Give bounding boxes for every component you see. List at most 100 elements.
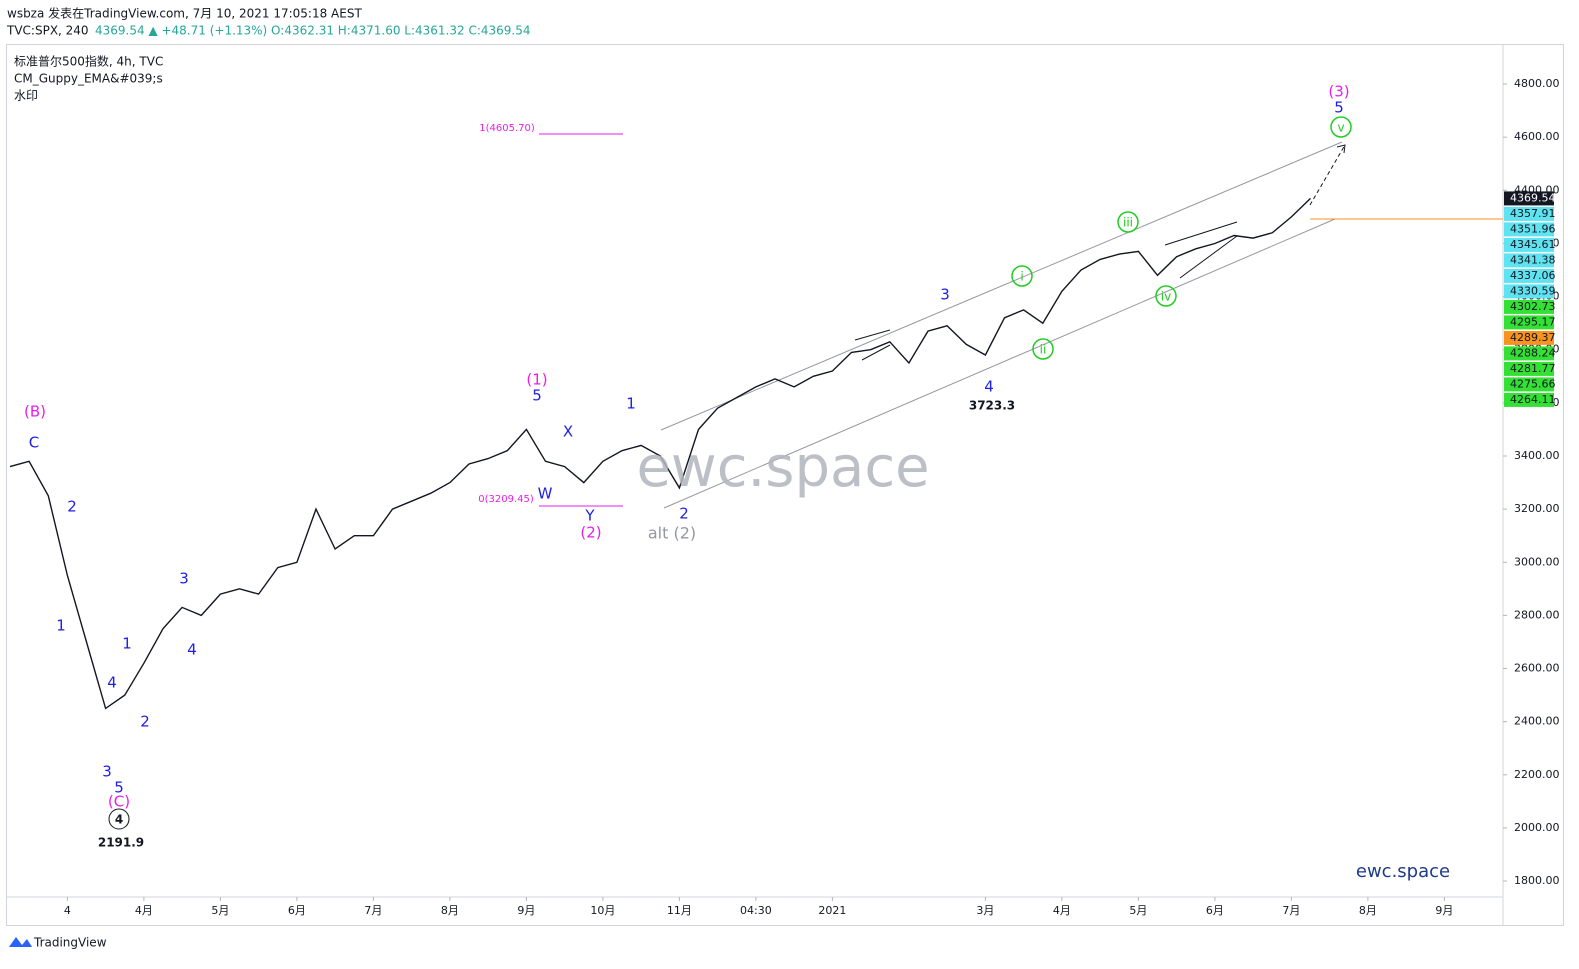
price-tag (1504, 237, 1554, 252)
annotation: 2 (140, 713, 150, 731)
price-tag-label: 4337.06 (1510, 269, 1556, 282)
wave-circle (1330, 116, 1352, 138)
annotation: (2) (580, 524, 601, 542)
price-line (9, 197, 1311, 710)
annotation: (3) (1328, 83, 1349, 101)
annotation: ii (1040, 343, 1047, 357)
annotation: 0(3209.45) (478, 494, 534, 505)
x-tick-label: 7月 (364, 904, 382, 917)
x-tick-label: 5月 (211, 904, 229, 917)
price-tag-label: 4288.24 (1510, 346, 1556, 359)
annotation: 1 (626, 395, 636, 413)
x-tick-label: 8月 (1359, 904, 1377, 917)
annotation: ewc.space (1356, 861, 1450, 882)
annotation: 4 (107, 674, 117, 692)
y-tick-label: 2000.00 (1514, 821, 1560, 834)
x-tick-label: 11月 (667, 904, 692, 917)
wave-circle (108, 808, 130, 830)
annotation: 1(4605.70) (479, 123, 535, 134)
annotation: ewc.space (636, 435, 929, 500)
wave-circle (1117, 211, 1139, 233)
price-tag-label: 4302.73 (1510, 300, 1556, 313)
x-tick-label: 3月 (976, 904, 994, 917)
price-tag-label: 4330.59 (1510, 284, 1556, 297)
annotation: Y (584, 507, 595, 525)
arrow-head (1336, 144, 1346, 154)
y-tick-label: 2600.00 (1514, 662, 1560, 675)
annotation: 5 (1334, 99, 1344, 117)
annotation: (B) (24, 403, 46, 421)
annotation: 3 (179, 570, 189, 588)
annotation: alt (2) (648, 524, 696, 543)
y-tick-label: 3200.00 (1514, 502, 1560, 515)
annotation: iii (1123, 216, 1133, 230)
annotation: 4 (187, 641, 197, 659)
symbol: TVC:SPX, 240 (6, 24, 89, 38)
price-tag-label: 4341.38 (1510, 253, 1556, 266)
y-tick-label: 4800.00 (1514, 77, 1560, 90)
annotation: 1 (56, 617, 66, 635)
price-tag (1504, 299, 1554, 314)
channel-lower (663, 218, 1336, 509)
price-tag (1504, 330, 1554, 345)
annotation: X (563, 423, 573, 441)
price-tag (1504, 206, 1554, 221)
brand: TradingView (33, 936, 107, 950)
price-tag-label: 4264.11 (1510, 393, 1556, 406)
price-tag-label: 4281.77 (1510, 362, 1556, 375)
annotation: 2191.9 (98, 836, 144, 850)
price-tag (1504, 191, 1554, 206)
channel-upper (660, 141, 1343, 431)
price-tag-label: 4357.91 (1510, 207, 1556, 220)
annotation: 1 (122, 635, 132, 653)
price-tag-label: 4275.66 (1510, 377, 1556, 390)
x-tick-label: 8月 (441, 904, 459, 917)
triangle (854, 329, 891, 361)
annotation: 4 (115, 813, 123, 827)
legend-item: 水印 (14, 89, 38, 103)
x-tick-label: 4 (64, 904, 71, 917)
annotation: i (1020, 270, 1023, 284)
annotation: 3 (940, 286, 950, 304)
price-tag (1504, 315, 1554, 330)
price-tag (1504, 253, 1554, 268)
annotation: 2 (67, 498, 77, 516)
price-tag-label: 4289.37 (1510, 331, 1556, 344)
annotation: 3 (102, 763, 112, 781)
y-tick-label: 2800.00 (1514, 608, 1560, 621)
y-tick-label: 2400.00 (1514, 715, 1560, 728)
x-tick-label: 7月 (1282, 904, 1300, 917)
legend-item: 标准普尔500指数, 4h, TVC (14, 54, 163, 69)
x-tick-label: 4月 (135, 904, 153, 917)
price-tag (1504, 361, 1554, 376)
annotation: (1) (526, 371, 547, 389)
price-tag (1504, 346, 1554, 361)
price-tag-label: 4369.54 (1510, 191, 1556, 204)
annotation: 5 (114, 779, 124, 797)
annotation: 5 (532, 387, 542, 405)
x-tick-label: 6月 (1206, 904, 1224, 917)
y-tick-label: 3400.00 (1514, 449, 1560, 462)
wave-circle (1011, 265, 1033, 287)
price-tag-label: 4295.17 (1510, 315, 1556, 328)
y-tick-label: 2200.00 (1514, 768, 1560, 781)
y-tick-label: 4600.00 (1514, 130, 1560, 143)
x-tick-label: 9月 (1435, 904, 1453, 917)
annotation: v (1337, 121, 1344, 135)
x-tick-label: 6月 (288, 904, 306, 917)
y-tick-label: 3000.00 (1514, 555, 1560, 568)
price-tag-label: 4351.96 (1510, 222, 1556, 235)
price-tag (1504, 392, 1554, 407)
x-tick-label: 9月 (517, 904, 535, 917)
wave-circle (1032, 338, 1054, 360)
triangle (1164, 221, 1238, 279)
price-tag (1504, 377, 1554, 392)
projection (1309, 144, 1346, 206)
annotation: W (538, 485, 553, 503)
price-tag (1504, 222, 1554, 237)
x-tick-label: 2021 (818, 904, 846, 917)
annotation: 2 (679, 505, 689, 523)
annotation: (C) (108, 793, 130, 811)
